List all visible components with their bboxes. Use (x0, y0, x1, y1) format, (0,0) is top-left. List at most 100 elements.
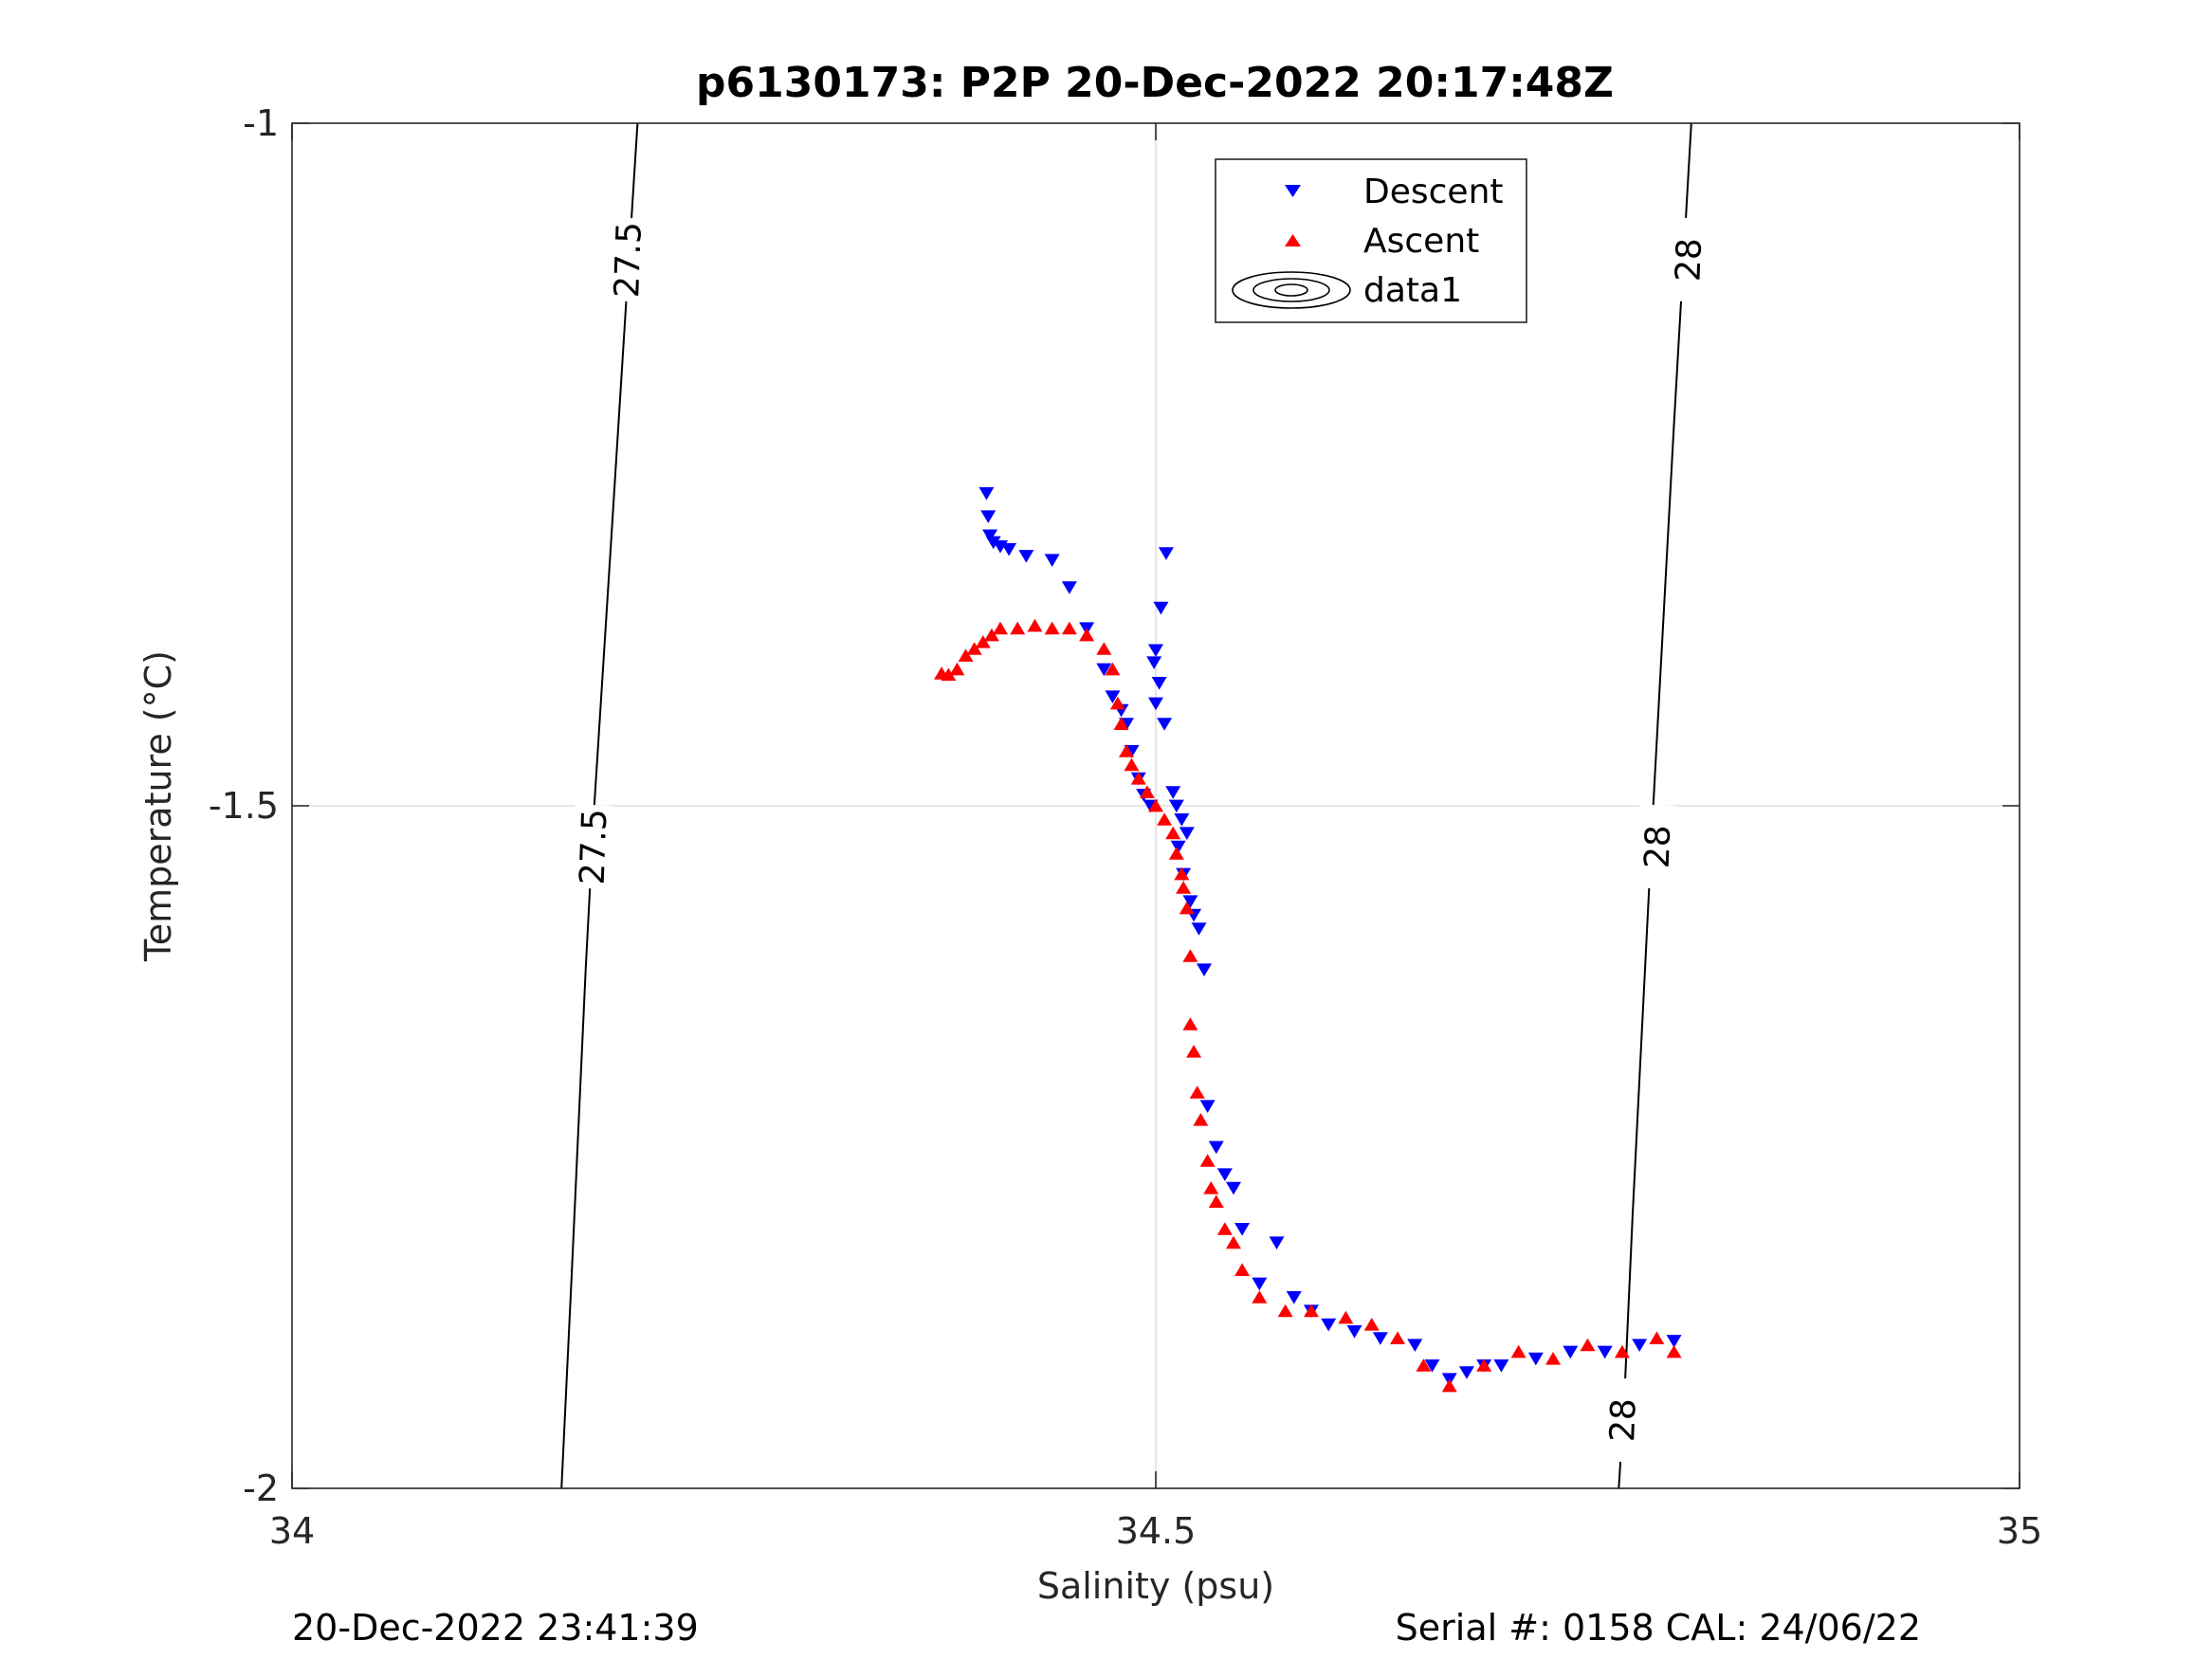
ascent-point (1124, 757, 1140, 772)
ascent-point (1109, 696, 1125, 710)
descent-point (1158, 547, 1174, 560)
contour-label-text: 28 (1669, 237, 1709, 282)
descent-point (1151, 677, 1167, 690)
ascent-point (941, 667, 957, 682)
contour-label-text: 27.5 (608, 221, 649, 299)
descent-point (1597, 1345, 1613, 1359)
descent-point (1105, 690, 1121, 703)
descent-point (1174, 813, 1190, 827)
descent-point (1001, 542, 1017, 556)
y-tick-label: -2 (243, 1468, 279, 1509)
ascent-point (1225, 1235, 1241, 1249)
descent-point (1168, 799, 1184, 813)
descent-point (1146, 656, 1162, 669)
descent-point (1153, 601, 1169, 615)
y-tick-label: -1.5 (209, 785, 279, 827)
ascent-point (1580, 1338, 1596, 1352)
contour-label-background (1667, 217, 1709, 302)
ascent-point (1176, 881, 1192, 894)
legend-item-data1[interactable]: data1 (1232, 271, 1462, 310)
contour-label-text: 28 (1603, 1397, 1644, 1442)
descent-point (1225, 1181, 1241, 1195)
ascent-point (1130, 772, 1146, 785)
ascent-point (1189, 1085, 1205, 1099)
ascent-point (1199, 1154, 1216, 1167)
descent-point (1199, 1100, 1216, 1113)
ascent-point (1208, 1194, 1224, 1208)
footer-serial-cal: Serial #: 0158 CAL: 24/06/22 (1396, 1607, 1921, 1649)
chart-title: p6130173: P2P 20-Dec-2022 20:17:48Z (696, 59, 1614, 107)
descent-point (1208, 1140, 1224, 1155)
ascent-point (975, 635, 991, 648)
ascent-point (1010, 621, 1026, 635)
contour-ellipses-icon (1232, 271, 1351, 309)
x-axis-label: Salinity (psu) (1037, 1565, 1274, 1607)
descent-point (1234, 1223, 1251, 1236)
legend[interactable]: Descent Ascent data1 (1215, 158, 1527, 323)
descent-point (1666, 1335, 1682, 1348)
ascent-marker-icon (1285, 234, 1301, 246)
descent-point (1527, 1352, 1544, 1366)
x-tick-label: 34.5 (1116, 1510, 1197, 1552)
descent-point (1197, 963, 1213, 976)
ascent-point (1165, 826, 1181, 840)
contour-label: 28 (1667, 217, 1709, 302)
descent-point (980, 510, 996, 523)
contour-label-text: 28 (1638, 825, 1679, 869)
legend-item-ascent[interactable]: Ascent (1285, 222, 1479, 261)
ascent-point (1510, 1344, 1526, 1358)
descent-point (1148, 644, 1163, 658)
ascent-point (1649, 1331, 1665, 1344)
descent-point (1191, 922, 1207, 936)
contour-label-background (606, 217, 649, 302)
ascent-point (1174, 866, 1190, 881)
ascent-point (1614, 1344, 1630, 1358)
descent-point (1252, 1277, 1268, 1291)
ascent-point (983, 628, 999, 642)
descent-point (1148, 697, 1163, 711)
descent-point (1018, 550, 1034, 563)
ascent-point (949, 662, 965, 676)
ascent-point (1216, 1222, 1233, 1235)
contour-label-background (1601, 1377, 1643, 1463)
descent-point (1170, 840, 1186, 854)
legend-item-descent[interactable]: Descent (1285, 173, 1504, 211)
ascent-point (1119, 744, 1135, 757)
ascent-point (1234, 1263, 1251, 1276)
descent-point (1286, 1291, 1302, 1304)
ascent-point (966, 642, 982, 655)
ascent-point (1148, 798, 1163, 812)
contour-label: 27.5 (606, 217, 649, 302)
legend-box (1215, 158, 1527, 323)
ascent-point (1182, 949, 1198, 962)
ascent-point (1203, 1181, 1219, 1194)
x-tick-label: 34 (269, 1510, 315, 1552)
descent-point (1632, 1339, 1648, 1352)
descent-point (1179, 827, 1195, 840)
descent-point (1157, 718, 1173, 731)
descent-point (1372, 1332, 1388, 1345)
ascent-point (1079, 628, 1095, 642)
ascent-point (1168, 847, 1184, 860)
descent-point (1424, 1359, 1440, 1373)
ascent-point (1416, 1358, 1432, 1372)
descent-point (1563, 1345, 1579, 1359)
y-axis-label: Temperature (°C) (137, 650, 179, 962)
ascent-point (1545, 1352, 1562, 1365)
ascent-point (1061, 621, 1077, 635)
footer-timestamp: 20-Dec-2022 23:41:39 (292, 1607, 699, 1649)
ascent-point (1666, 1344, 1682, 1358)
contour-label: 27.5 (572, 804, 614, 889)
legend-label-data1: data1 (1363, 271, 1462, 310)
descent-marker-icon (1285, 185, 1301, 197)
descent-point (1096, 663, 1112, 677)
ascent-point (1113, 717, 1129, 730)
ascent-point (1179, 901, 1195, 915)
descent-point (1061, 581, 1077, 594)
ascent-point (1157, 812, 1173, 826)
ascent-point (1182, 1017, 1198, 1030)
ascent-point (1390, 1331, 1406, 1344)
descent-point (1165, 786, 1181, 799)
contour-label: 28 (1636, 804, 1679, 889)
